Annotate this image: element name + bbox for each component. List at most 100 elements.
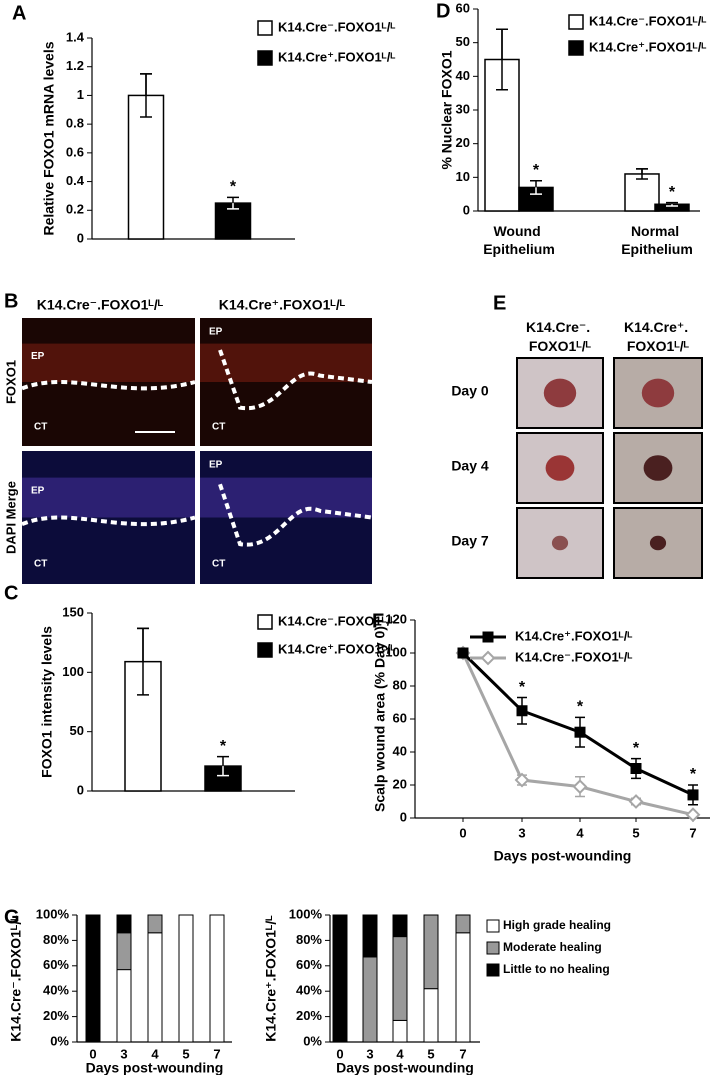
x-tick-label: Normal Epithelium <box>621 223 693 257</box>
panel-label: F <box>372 610 384 632</box>
error-bar-upper <box>496 28 508 60</box>
x-tick-label: 3 <box>518 825 525 840</box>
row-label: Day 7 <box>451 533 489 549</box>
significance-marker: * <box>669 184 676 201</box>
y-tick-label: 1 <box>77 87 84 102</box>
point <box>628 794 644 809</box>
legend-label: K14.Cre⁺.FOXO1ᴸ/ᴸ <box>278 641 395 656</box>
y-tick-label: 0 <box>400 809 407 824</box>
y-tick-label: 50 <box>70 723 84 738</box>
bar-segment <box>332 914 348 1043</box>
x-tick-label: 5 <box>632 825 639 840</box>
region-label: CT <box>34 559 47 570</box>
x-axis-label: Days post-wounding <box>336 1060 474 1075</box>
y-tick-label: 0% <box>50 1033 69 1048</box>
legend-swatch <box>486 941 500 955</box>
significance-marker: * <box>519 679 526 696</box>
legend-label: K14.Cre⁺.FOXO1ᴸ/ᴸ <box>278 49 395 64</box>
point <box>514 772 530 788</box>
y-tick-label: 0 <box>77 782 84 797</box>
bar-segment <box>147 914 163 934</box>
y-tick-label: 0.6 <box>66 144 84 159</box>
x-tick-label: 3 <box>120 1046 127 1061</box>
y-tick-label: 60 <box>456 0 470 15</box>
legend-label: K14.Cre⁻.FOXO1ᴸ/ᴸ <box>515 649 632 664</box>
legend-marker <box>482 631 494 643</box>
wound <box>649 535 667 551</box>
y-tick-label: 100 <box>385 644 407 659</box>
y-tick-label: 10 <box>456 169 470 184</box>
legend-label: K14.Cre⁻.FOXO1ᴸ/ᴸ <box>278 613 395 628</box>
region-label: CT <box>212 559 225 570</box>
row-label: Day 0 <box>451 383 489 399</box>
legend-swatch <box>486 963 500 977</box>
point <box>574 726 586 738</box>
bar-segment <box>362 914 378 958</box>
significance-marker: * <box>230 179 237 196</box>
region-label: EP <box>31 351 45 362</box>
y-tick-label: 20% <box>43 1008 69 1023</box>
bar-segment <box>85 914 101 1043</box>
significance-marker: * <box>533 162 540 179</box>
wound <box>543 378 577 408</box>
panel-label: E <box>493 292 506 314</box>
y-tick-label: 80% <box>43 932 69 947</box>
error-bar-upper <box>636 168 648 174</box>
legend-swatch <box>257 20 273 36</box>
y-tick-label: 0% <box>303 1033 322 1048</box>
y-tick-label: 1.2 <box>66 58 84 73</box>
y-axis-label: Scalp wound area (% Day 0) <box>372 626 388 812</box>
x-tick-label: Wound Epithelium <box>483 223 555 257</box>
y-tick-label: 20 <box>456 135 470 150</box>
bar-segment <box>178 914 194 1043</box>
y-tick-label: 30 <box>456 101 470 116</box>
point <box>687 789 699 801</box>
point <box>685 807 701 823</box>
legend-label: K14.Cre⁻.FOXO1ᴸ/ᴸ <box>589 13 706 28</box>
wound-photo <box>516 507 604 579</box>
y-tick-label: 40% <box>43 983 69 998</box>
x-tick-label: 4 <box>151 1046 159 1061</box>
bar-segment <box>116 914 132 934</box>
legend-swatch <box>257 50 273 66</box>
row-label: FOXO1 <box>3 360 18 404</box>
wound <box>545 455 575 481</box>
legend-label: K14.Cre⁻.FOXO1ᴸ/ᴸ <box>278 19 395 34</box>
legend-swatch <box>486 919 500 933</box>
wound <box>641 378 675 408</box>
error-bar-upper <box>666 201 678 205</box>
y-tick-label: 60 <box>393 710 407 725</box>
region-label: CT <box>34 421 47 432</box>
y-tick-label: 150 <box>62 604 84 619</box>
legend-label: K14.Cre⁺.FOXO1ᴸ/ᴸ <box>589 39 706 54</box>
wound <box>643 455 673 481</box>
tissue-layer <box>22 477 195 518</box>
column-header: K14.Cre⁻. FOXO1ᴸ/ᴸ <box>526 319 594 354</box>
y-tick-label: 1.4 <box>66 29 85 44</box>
bar-segment <box>423 914 439 990</box>
y-axis-label: Relative FOXO1 mRNA levels <box>41 41 57 235</box>
x-tick-label: 4 <box>576 825 584 840</box>
y-axis-label: FOXO1 intensity levels <box>39 626 55 778</box>
x-tick-label: 0 <box>89 1046 96 1061</box>
bar-segment <box>392 936 408 1021</box>
point <box>516 705 528 717</box>
y-tick-label: 120 <box>385 611 407 626</box>
x-tick-label: 0 <box>459 825 466 840</box>
text-line: Epithelium <box>483 241 555 257</box>
y-tick-label: 20 <box>393 776 407 791</box>
bar-segment <box>423 988 439 1043</box>
text-line: Epithelium <box>621 241 693 257</box>
region-label: CT <box>212 421 225 432</box>
x-tick-label: 0 <box>336 1046 343 1061</box>
legend-label: Moderate healing <box>503 940 602 954</box>
y-tick-label: 50 <box>456 34 470 49</box>
region-label: EP <box>31 486 45 497</box>
point <box>457 647 469 659</box>
bar-segment <box>455 914 471 934</box>
tissue-layer <box>200 343 372 382</box>
x-tick-label: 5 <box>427 1046 434 1061</box>
legend-marker <box>480 650 496 666</box>
y-tick-label: 100 <box>62 664 84 679</box>
